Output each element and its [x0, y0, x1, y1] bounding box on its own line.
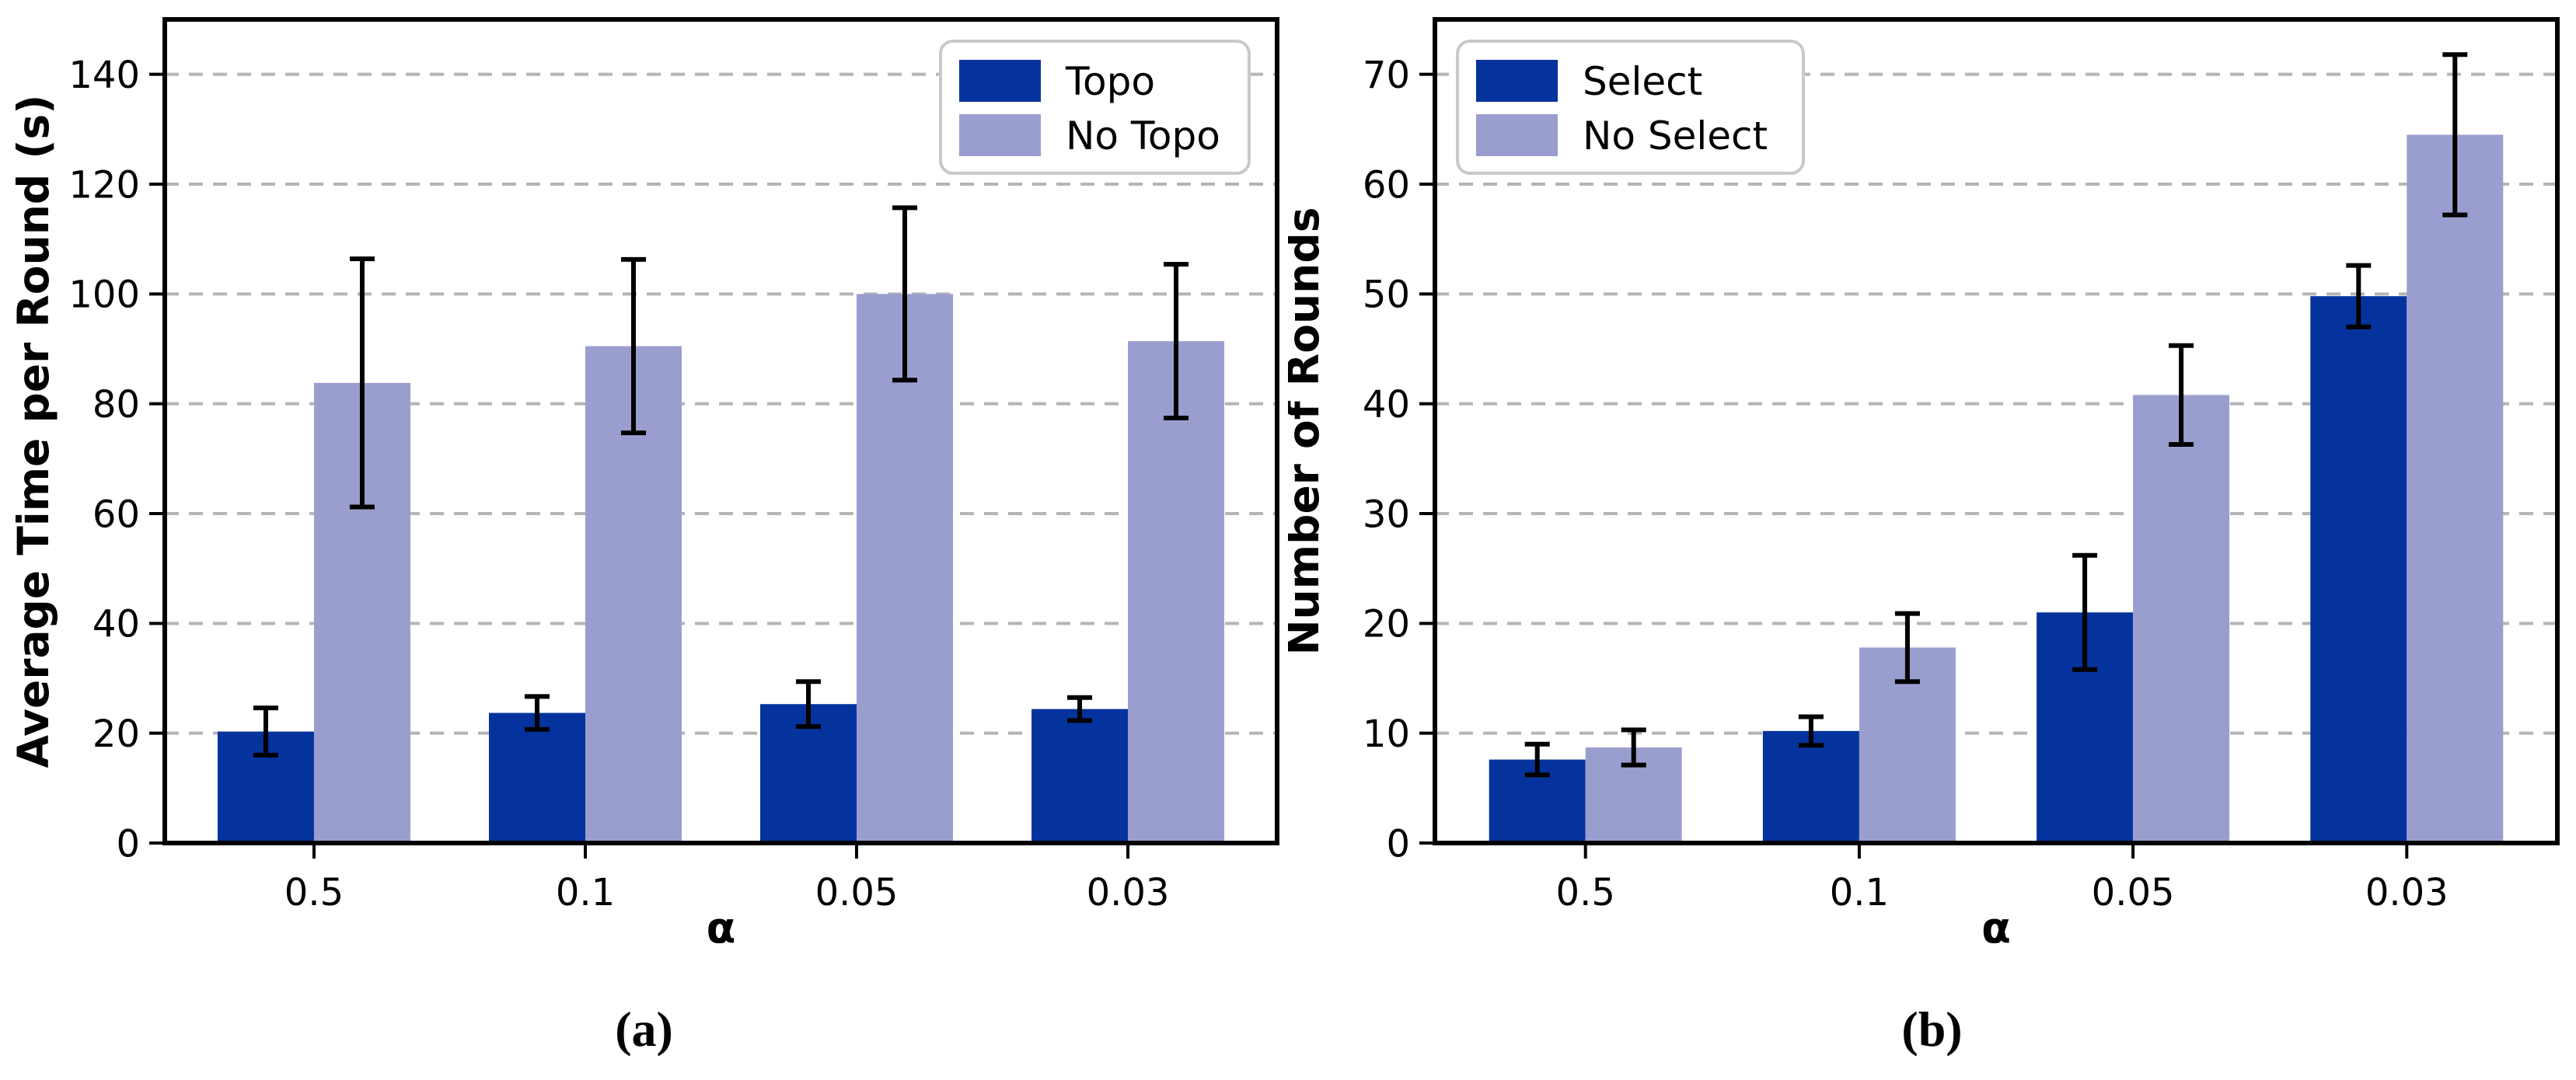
y-tick-label: 80: [92, 383, 140, 427]
y-tick-label: 140: [68, 54, 140, 97]
y-tick-label: 20: [92, 712, 140, 756]
bar-series-no-select: [1585, 134, 2504, 843]
legend-swatch-no-topo: [959, 114, 1041, 156]
x-axis-label: α: [1981, 903, 2011, 953]
bar-series-group: [217, 294, 1225, 843]
bar: [488, 712, 585, 843]
y-axis: 0 10 20 30 40 50 60 70: [1363, 54, 1435, 866]
legend-swatch-select: [1476, 60, 1558, 102]
x-axis: 0.5 0.1 0.05 0.03: [284, 843, 1170, 915]
gridlines: [1435, 72, 2557, 735]
x-tick-label: 0.5: [284, 871, 344, 915]
y-tick-label: 0: [1386, 822, 1410, 866]
legend-label: Select: [1583, 59, 1702, 104]
y-tick-label: 70: [1363, 54, 1410, 97]
legend-label: No Topo: [1066, 113, 1220, 159]
bar: [857, 294, 954, 843]
bar-series-topo: [217, 704, 1129, 843]
x-tick-label: 0.05: [815, 871, 899, 915]
y-axis-label: Average Time per Round (s): [9, 95, 58, 768]
bar: [1031, 709, 1129, 843]
bar: [2310, 296, 2407, 843]
x-tick-label: 0.1: [1830, 871, 1889, 915]
y-tick-label: 30: [1363, 493, 1410, 536]
y-tick-label: 20: [1363, 603, 1410, 646]
x-tick-label: 0.1: [556, 871, 615, 915]
legend: Topo No Topo: [939, 40, 1251, 175]
legend-swatch-topo: [959, 60, 1041, 102]
caption-a: (a): [615, 1002, 673, 1057]
bar-series-no-topo: [313, 294, 1225, 843]
y-tick-label: 40: [1363, 383, 1410, 427]
x-tick-label: 0.03: [1087, 871, 1170, 915]
errorbars: [1524, 52, 2468, 778]
y-tick-label: 120: [68, 163, 140, 207]
bar: [2133, 395, 2230, 843]
axes-spines: [1433, 17, 2560, 845]
bar-chart-number-of-rounds: 0 10 20 30 40 50 60 70 0.5 0.1 0.05 0.03 α Number of …: [1288, 17, 2560, 953]
y-tick-label: 10: [1363, 712, 1410, 756]
chart-panel-a: 0 20 40 60 80 100 120 140 0.5 0.1 0.05 0.03 α Average…: [9, 17, 1279, 1057]
legend-label: No Select: [1583, 113, 1768, 159]
y-tick-label: 0: [116, 822, 140, 866]
caption-b: (b): [1901, 1002, 1963, 1057]
bar: [2407, 134, 2504, 843]
y-tick-label: 60: [1363, 163, 1410, 207]
x-tick-label: 0.5: [1556, 871, 1615, 915]
bar: [1762, 730, 1859, 843]
y-axis-label: Number of Rounds: [1288, 207, 1328, 656]
x-tick-label: 0.05: [2092, 871, 2175, 915]
legend-swatch-no-select: [1476, 114, 1558, 156]
chart-panel-b: 0 10 20 30 40 50 60 70 0.5 0.1 0.05 0.03 α Number of …: [1288, 0, 2576, 1080]
x-axis: 0.5 0.1 0.05 0.03: [1556, 843, 2449, 915]
axes-spines: [162, 17, 1279, 845]
bar: [1128, 341, 1225, 843]
y-tick-label: 50: [1363, 273, 1410, 317]
y-tick-label: 60: [92, 493, 140, 536]
y-axis: 0 20 40 60 80 100 120 140: [68, 54, 165, 866]
y-tick-label: 100: [68, 273, 140, 317]
x-tick-label: 0.03: [2365, 871, 2449, 915]
bar-chart-average-time-per-round: 0 20 40 60 80 100 120 140 0.5 0.1 0.05 0.03 α Average…: [9, 17, 1279, 953]
bar-series-select: [1489, 296, 2407, 843]
legend: Select No Select: [1456, 40, 1805, 175]
legend-label: Topo: [1065, 59, 1155, 104]
x-axis-label: α: [707, 903, 736, 953]
errorbars: [253, 205, 1189, 758]
bar-series-group: [1489, 134, 2504, 843]
y-tick-label: 40: [92, 603, 140, 646]
